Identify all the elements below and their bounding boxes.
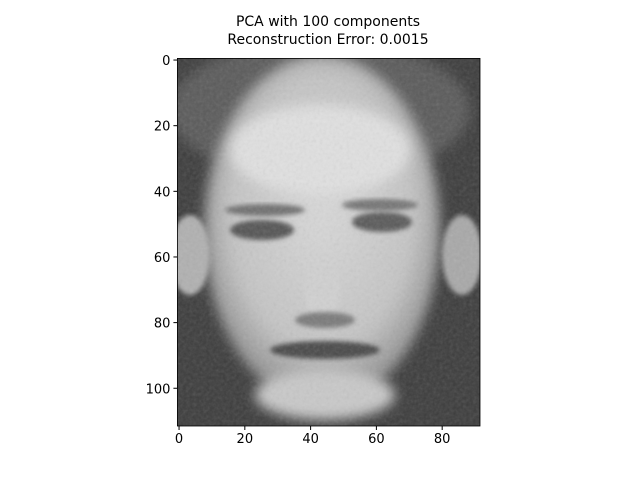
y-tick-label: 100 [146,382,171,397]
chart-title: PCA with 100 components [236,14,420,30]
y-tick-label: 40 [154,185,171,200]
x-tick-label: 0 [175,432,183,447]
y-tick-label: 0 [162,54,170,69]
x-tick-label: 40 [302,432,319,447]
image [177,58,480,427]
chart-subtitle: Reconstruction Error: 0.0015 [227,32,428,48]
x-tick-label: 80 [434,432,451,447]
x-tick-label: 60 [368,432,385,447]
y-tick-label: 20 [154,120,171,135]
axes-frame [176,58,481,427]
x-tick-label: 20 [237,432,254,447]
y-tick-label: 60 [154,251,171,266]
y-tick-label: 80 [154,317,171,332]
